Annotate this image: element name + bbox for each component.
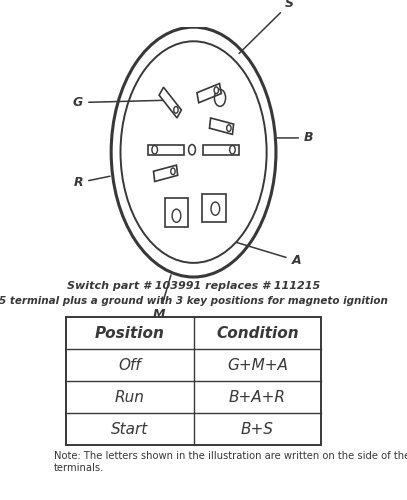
- Text: M: M: [153, 275, 171, 320]
- Circle shape: [214, 87, 219, 94]
- Text: Off: Off: [118, 358, 141, 372]
- Bar: [153, 165, 178, 182]
- Text: B+A+R: B+A+R: [229, 390, 286, 404]
- Circle shape: [227, 125, 231, 132]
- Bar: [66, 317, 321, 446]
- Bar: [202, 194, 225, 222]
- Text: Note: The letters shown in the illustration are written on the side of the
termi: Note: The letters shown in the illustrat…: [54, 451, 407, 472]
- Circle shape: [230, 146, 235, 154]
- Bar: [165, 198, 188, 226]
- Circle shape: [172, 209, 181, 222]
- Text: Run: Run: [115, 390, 145, 404]
- Text: Position: Position: [95, 326, 165, 340]
- Circle shape: [211, 202, 220, 215]
- Bar: [149, 144, 184, 155]
- Text: B+S: B+S: [241, 422, 274, 437]
- Text: B: B: [277, 132, 313, 144]
- Text: Condition: Condition: [216, 326, 299, 340]
- Bar: [203, 144, 239, 155]
- Text: S: S: [239, 0, 294, 54]
- Circle shape: [188, 144, 195, 155]
- Text: Start: Start: [111, 422, 149, 437]
- Text: R: R: [74, 176, 110, 189]
- Bar: [197, 84, 221, 102]
- Circle shape: [152, 146, 158, 154]
- Text: G+M+A: G+M+A: [227, 358, 288, 372]
- Text: G: G: [73, 96, 164, 109]
- Circle shape: [171, 168, 175, 174]
- Circle shape: [174, 106, 178, 113]
- Bar: [210, 118, 234, 134]
- Text: Switch part # 103991 replaces # 111215: Switch part # 103991 replaces # 111215: [67, 280, 320, 290]
- Text: A: A: [236, 242, 301, 267]
- Bar: [159, 87, 182, 118]
- Text: 5 terminal plus a ground with 3 key positions for magneto ignition: 5 terminal plus a ground with 3 key posi…: [0, 296, 388, 306]
